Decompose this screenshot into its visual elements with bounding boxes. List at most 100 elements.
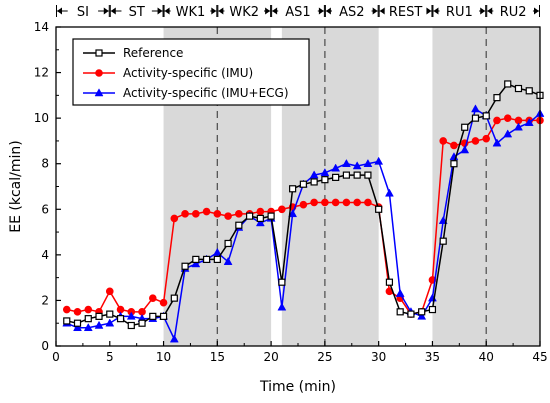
phase-header-layer: SI ST WK1 WK2 AS1 AS2 REST RU1 RU2	[56, 5, 540, 20]
data-point-triangle	[524, 117, 534, 126]
data-point-square	[192, 255, 200, 264]
data-point-square	[278, 278, 286, 286]
phase-arrow-head-left	[218, 7, 224, 15]
data-point-circle	[159, 298, 168, 307]
data-point-square	[116, 315, 125, 323]
x-tick-label: 5	[106, 350, 114, 364]
data-point-circle	[235, 210, 243, 218]
data-point-square	[375, 205, 383, 213]
phase-header-rest: REST	[378, 5, 433, 20]
data-point-triangle	[83, 323, 93, 332]
phase-arrow-head-right	[211, 7, 217, 15]
x-tick-label: 20	[263, 350, 278, 364]
data-point-square	[149, 312, 157, 320]
data-point-circle	[493, 116, 501, 125]
phase-label: ST	[129, 5, 145, 20]
data-point-square	[213, 255, 221, 264]
data-point-circle	[170, 214, 179, 223]
x-tick-label: 10	[156, 350, 171, 364]
data-point-circle	[224, 212, 232, 220]
phase-arrow-head-left	[110, 7, 116, 15]
phase-header-ru1: RU1	[432, 5, 487, 20]
phase-arrow-head-left	[57, 7, 62, 15]
y-tick-label: 8	[41, 157, 49, 171]
data-point-square	[450, 160, 458, 168]
data-point-square	[63, 317, 71, 325]
data-point-triangle	[223, 256, 233, 265]
data-point-square	[138, 319, 146, 327]
y-tick-label: 10	[34, 111, 49, 125]
data-point-square	[428, 305, 437, 314]
data-point-triangle	[309, 170, 319, 179]
data-point-circle	[321, 198, 329, 207]
data-point-square	[289, 185, 297, 193]
x-tick-label: 0	[52, 350, 60, 364]
data-point-square	[95, 312, 103, 320]
y-tick-label: 14	[34, 20, 49, 34]
data-point-square	[364, 171, 372, 179]
data-point-triangle	[320, 168, 330, 177]
data-point-square	[106, 310, 114, 318]
data-point-triangle	[374, 156, 384, 165]
data-point-square	[159, 312, 168, 320]
data-point-circle	[503, 114, 512, 122]
data-point-triangle	[331, 163, 341, 172]
data-point-triangle	[471, 104, 480, 113]
data-point-triangle	[492, 138, 502, 147]
y-tick-label: 6	[41, 202, 49, 216]
phase-label: AS1	[285, 5, 310, 20]
phase-header-st: ST	[109, 5, 164, 20]
y-tick-label: 12	[34, 66, 49, 80]
y-tick-label: 4	[41, 248, 49, 262]
phase-label: SI	[77, 5, 89, 20]
data-point-square	[267, 212, 275, 220]
legend-item: Activity-specific (IMU+ECG)	[83, 86, 289, 100]
data-point-circle	[213, 210, 222, 218]
phase-arrow-head-left	[433, 7, 439, 15]
phase-header-as1: AS1	[271, 5, 325, 20]
series-1	[62, 114, 544, 318]
series-layer	[62, 80, 545, 343]
data-point-circle	[105, 287, 114, 296]
phase-arrow-head-right	[103, 7, 109, 15]
x-tick-label: 40	[479, 350, 494, 364]
data-point-square	[299, 180, 307, 188]
data-point-circle	[149, 294, 157, 302]
phase-label: RU2	[500, 5, 527, 20]
data-point-circle	[310, 198, 318, 207]
phase-arrow-head-right	[480, 7, 486, 15]
data-point-square	[471, 114, 480, 122]
data-point-triangle	[191, 259, 201, 268]
phase-arrow-head-right	[265, 7, 271, 15]
data-point-circle	[73, 308, 82, 316]
phase-header-ru2: RU2	[486, 5, 540, 20]
data-point-square	[342, 171, 350, 179]
data-point-triangle	[212, 247, 222, 256]
data-point-triangle	[73, 323, 82, 332]
data-point-circle	[482, 134, 491, 143]
data-point-square	[461, 123, 469, 131]
x-tick-label: 45	[532, 350, 547, 364]
data-point-triangle	[94, 88, 104, 97]
data-point-square	[514, 84, 523, 93]
y-tick-label: 2	[41, 293, 49, 307]
data-point-circle	[278, 205, 286, 214]
data-point-square	[493, 94, 501, 102]
phase-header-wk1: WK1	[163, 5, 218, 20]
phase-arrow-head-right	[318, 7, 324, 15]
data-point-triangle	[169, 334, 179, 343]
data-point-triangle	[277, 302, 287, 311]
data-point-square	[439, 237, 447, 245]
data-point-circle	[62, 305, 71, 314]
data-point-circle	[342, 198, 351, 207]
data-point-triangle	[288, 209, 298, 218]
data-point-triangle	[341, 158, 351, 167]
data-point-square	[310, 178, 318, 186]
data-point-square	[170, 294, 178, 302]
data-point-square	[418, 308, 426, 316]
data-point-square	[181, 262, 189, 270]
data-point-square	[224, 239, 232, 248]
phase-label: WK2	[229, 5, 259, 20]
